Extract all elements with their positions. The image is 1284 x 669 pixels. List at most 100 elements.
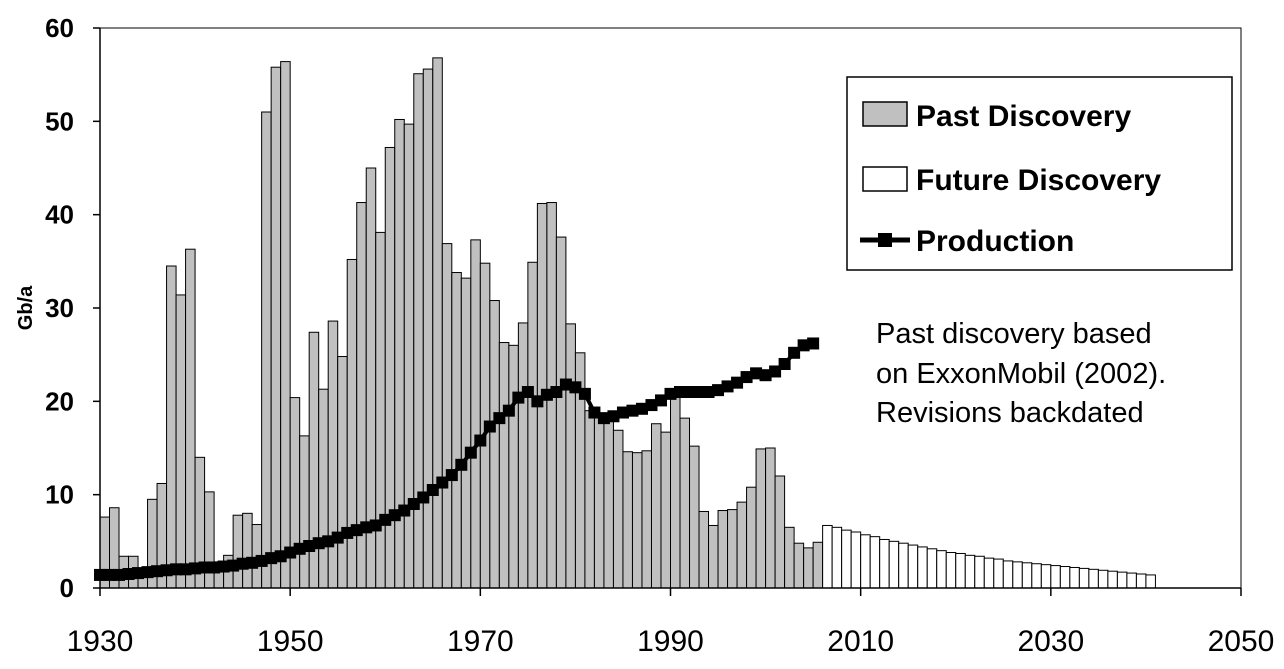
production-point-1959 [369, 519, 382, 532]
production-point-1974 [512, 391, 525, 404]
production-point-1998 [740, 371, 753, 384]
future-discovery-bar-2027 [1021, 562, 1033, 589]
past-discovery-bar-1963 [413, 73, 424, 589]
production-point-1932 [113, 568, 126, 581]
production-point-1940 [189, 562, 202, 575]
future-discovery-bar-2010 [860, 534, 871, 589]
future-discovery-bar-2013 [888, 540, 900, 589]
past-discovery-bar-1965 [432, 57, 443, 589]
production-point-2001 [769, 365, 782, 378]
future-discovery-bar-2009 [850, 531, 862, 589]
past-discovery-bar-1995 [717, 510, 729, 589]
past-discovery-bar-1982 [593, 416, 605, 589]
past-discovery-bars [99, 57, 824, 589]
production-point-1965 [426, 484, 439, 496]
future-discovery-bar-2018 [936, 550, 947, 589]
past-discovery-bar-1985 [622, 451, 633, 589]
legend-swatch-future-discovery [862, 166, 908, 192]
past-discovery-bar-1950 [289, 397, 301, 589]
y-tick-label: 10 [45, 480, 74, 510]
production-point-1939 [179, 563, 192, 576]
future-discovery-bar-2021 [964, 554, 976, 589]
future-discovery-bar-2033 [1078, 567, 1090, 589]
past-discovery-bar-1947 [261, 111, 272, 589]
production-point-1991 [674, 386, 687, 398]
production-point-1977 [540, 388, 553, 401]
past-discovery-bar-1954 [327, 320, 339, 589]
future-discovery-bar-2034 [1088, 568, 1099, 589]
x-axis-ticks: 1930 1950 1970 1990 2010 2030 2050 [67, 588, 1274, 658]
past-discovery-bar-2005 [812, 541, 824, 589]
past-discovery-bar-1990 [670, 391, 681, 589]
production-point-2000 [759, 369, 772, 382]
future-discovery-bar-2023 [983, 557, 995, 589]
past-discovery-bar-1975 [527, 261, 538, 589]
production-point-1935 [141, 566, 154, 579]
past-discovery-bar-1951 [299, 435, 310, 589]
past-discovery-bar-2004 [803, 547, 814, 589]
production-point-1950 [284, 546, 297, 559]
past-discovery-bar-1949 [280, 61, 291, 589]
y-axis-ticks: 0 10 20 30 40 50 60 [45, 13, 100, 603]
production-point-1989 [654, 394, 667, 407]
x-tick-label: 2030 [1017, 625, 1084, 658]
production-point-1996 [721, 380, 734, 393]
past-discovery-bar-1944 [232, 514, 244, 589]
past-discovery-bar-1937 [166, 265, 177, 589]
past-discovery-bar-1941 [204, 491, 215, 589]
production-point-1986 [626, 404, 639, 417]
legend-label-production: Production [916, 225, 1074, 258]
past-discovery-bar-1962 [403, 123, 415, 589]
production-point-1976 [531, 395, 544, 408]
production-series [94, 337, 820, 581]
production-point-1951 [293, 542, 306, 555]
past-discovery-bar-1968 [460, 277, 472, 589]
production-point-1961 [388, 509, 401, 522]
production-point-1958 [360, 521, 373, 534]
past-discovery-bar-1984 [612, 429, 624, 589]
future-discovery-bar-2012 [879, 538, 890, 589]
y-tick-label: 30 [45, 293, 74, 323]
legend: Past Discovery Future Discovery Producti… [846, 76, 1233, 271]
x-tick-label: 2010 [827, 625, 894, 658]
future-discovery-bar-2017 [926, 548, 938, 589]
future-discovery-bar-2039 [1135, 573, 1147, 589]
future-discovery-bar-2026 [1012, 561, 1023, 589]
future-discovery-bar-2037 [1116, 571, 1128, 589]
y-axis-title: Gb/a [15, 285, 37, 330]
future-discovery-bars [822, 524, 1156, 589]
past-discovery-bar-1991 [679, 417, 691, 589]
x-tick-label: 1930 [67, 625, 134, 658]
future-discovery-bar-2020 [955, 552, 966, 589]
production-point-1990 [664, 387, 677, 400]
production-point-1949 [274, 550, 287, 563]
y-tick-label: 20 [45, 386, 74, 416]
past-discovery-bar-1973 [508, 344, 519, 589]
production-point-1967 [445, 469, 458, 482]
future-discovery-bar-2035 [1097, 569, 1109, 589]
past-discovery-bar-1967 [451, 272, 462, 589]
production-point-1948 [265, 552, 278, 565]
production-point-1957 [350, 524, 363, 537]
production-point-1997 [731, 376, 744, 389]
production-point-1944 [227, 559, 240, 572]
production-point-1968 [455, 458, 468, 471]
legend-label-future-discovery: Future Discovery [916, 164, 1161, 197]
production-point-1962 [398, 504, 411, 517]
production-point-1941 [198, 561, 211, 574]
y-tick-label: 50 [45, 106, 74, 136]
past-discovery-bar-1955 [337, 356, 348, 589]
annotation-line-3: Revisions backdated [876, 397, 1144, 429]
future-discovery-bar-2030 [1050, 565, 1061, 589]
future-discovery-bar-2016 [917, 546, 928, 589]
past-discovery-bar-2002 [784, 526, 795, 589]
past-discovery-bar-1959 [375, 231, 386, 589]
future-discovery-bar-2024 [993, 558, 1004, 589]
production-point-1981 [578, 387, 591, 400]
future-discovery-bar-2015 [907, 544, 919, 589]
past-discovery-bar-1997 [736, 501, 748, 589]
past-discovery-bar-1964 [422, 68, 434, 589]
y-tick-label: 0 [60, 573, 74, 603]
production-point-1979 [559, 378, 572, 391]
